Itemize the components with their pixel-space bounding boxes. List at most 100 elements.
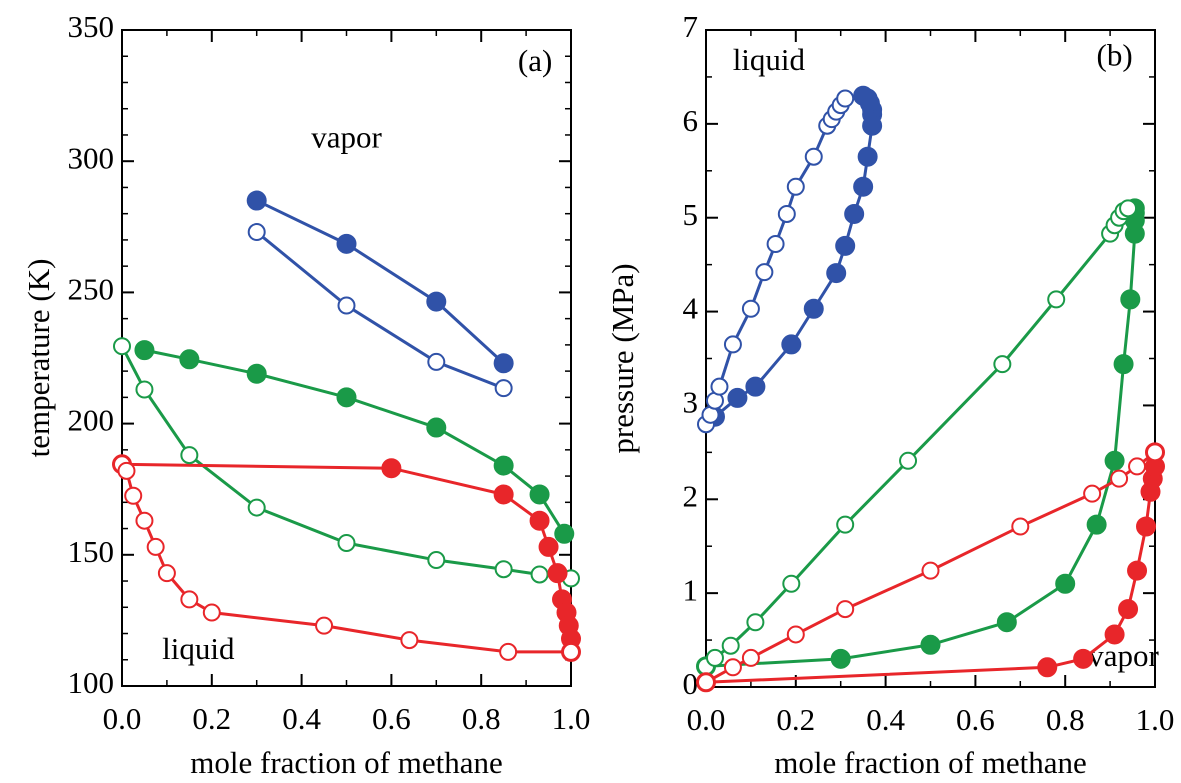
open-marker <box>1047 290 1066 309</box>
open-marker <box>1083 484 1102 503</box>
open-marker <box>530 565 549 584</box>
open-marker <box>721 636 740 655</box>
y-tick-label: 250 <box>68 272 115 307</box>
open-marker <box>117 461 136 480</box>
open-marker <box>899 451 918 470</box>
series-line <box>256 199 505 365</box>
x-tick-label: 0.2 <box>192 701 231 736</box>
x-tick-label: 0.2 <box>776 702 815 737</box>
series-line <box>714 94 874 418</box>
open-marker <box>1119 199 1138 218</box>
x-tick-label: 0.4 <box>866 702 905 737</box>
open-marker <box>1011 517 1030 536</box>
y-tick-label: 0 <box>683 666 699 701</box>
open-marker <box>562 642 580 661</box>
open-marker <box>400 631 419 650</box>
filled-marker <box>493 484 514 505</box>
filled-marker <box>134 340 155 361</box>
filled-marker <box>246 190 267 211</box>
filled-marker <box>803 298 824 319</box>
y-tick-label: 6 <box>683 103 699 138</box>
open-marker <box>135 511 154 530</box>
y-tick-label: 4 <box>683 291 699 326</box>
open-marker <box>755 263 774 282</box>
open-marker <box>315 616 334 635</box>
y-tick-label: 1 <box>683 572 699 607</box>
open-marker <box>427 551 446 570</box>
open-marker <box>782 574 801 593</box>
annotation: (b) <box>1097 37 1133 72</box>
open-marker <box>710 377 729 396</box>
x-tick-label: 0.6 <box>372 701 411 736</box>
filled-marker <box>727 387 748 408</box>
filled-marker <box>179 349 200 370</box>
x-tick-label: 0.6 <box>956 702 995 737</box>
filled-marker <box>826 263 847 284</box>
x-tick-label: 0.8 <box>1046 702 1085 737</box>
open-marker <box>723 658 742 677</box>
open-marker <box>157 564 176 583</box>
y-tick-label: 2 <box>683 478 699 513</box>
filled-marker <box>381 458 402 479</box>
filled-marker <box>426 291 447 312</box>
open-marker <box>247 498 266 517</box>
filled-marker <box>1104 450 1125 471</box>
open-marker <box>836 515 855 534</box>
filled-marker <box>1104 624 1125 645</box>
annotation: (a) <box>518 43 552 78</box>
x-tick-label: 0.8 <box>462 701 501 736</box>
open-marker <box>746 613 765 632</box>
open-marker <box>247 223 266 242</box>
y-tick-label: 200 <box>68 403 115 438</box>
x-tick-label: 0.4 <box>282 701 321 736</box>
open-marker <box>337 296 356 315</box>
open-marker <box>180 446 199 465</box>
y-tick-label: 300 <box>68 140 115 175</box>
open-marker <box>786 625 805 644</box>
open-marker <box>427 352 446 371</box>
y-tick-label: 3 <box>683 385 699 420</box>
y-tick-label: 150 <box>68 534 115 569</box>
open-marker <box>921 561 940 580</box>
open-marker <box>1110 469 1129 488</box>
x-tick-label: 0.0 <box>687 702 726 737</box>
filled-marker <box>1055 573 1076 594</box>
filled-marker <box>781 334 802 355</box>
filled-marker <box>1037 657 1058 678</box>
annotation: vapor <box>1088 638 1159 673</box>
filled-marker <box>920 634 941 655</box>
y-axis-label: pressure (MPa) <box>605 263 640 453</box>
open-marker <box>993 355 1012 374</box>
filled-marker <box>1127 560 1148 581</box>
filled-marker <box>1118 599 1139 620</box>
filled-marker <box>336 387 357 408</box>
y-tick-label: 5 <box>683 197 699 232</box>
open-marker <box>804 147 823 166</box>
y-tick-label: 350 <box>68 9 115 44</box>
y-axis-label: temperature (K) <box>21 259 56 458</box>
open-marker <box>836 89 855 108</box>
filled-marker <box>745 376 766 397</box>
x-tick-label: 1.0 <box>1136 702 1175 737</box>
filled-marker <box>529 484 550 505</box>
open-marker <box>1128 457 1147 476</box>
series-line <box>704 97 847 425</box>
filled-marker <box>1073 648 1094 669</box>
open-marker <box>494 379 513 398</box>
open-marker <box>697 673 715 692</box>
open-marker <box>146 537 165 556</box>
filled-marker <box>529 510 550 531</box>
filled-marker <box>538 536 559 557</box>
y-tick-label: 100 <box>68 665 115 700</box>
open-marker <box>337 533 356 552</box>
filled-marker <box>1136 516 1157 537</box>
filled-marker <box>1113 354 1134 375</box>
filled-marker <box>844 203 865 224</box>
open-marker <box>723 335 742 354</box>
filled-marker <box>1086 514 1107 535</box>
x-tick-label: 0.0 <box>103 701 142 736</box>
filled-marker <box>853 85 874 106</box>
filled-marker <box>493 455 514 476</box>
annotation: vapor <box>311 119 382 154</box>
open-marker <box>705 648 724 667</box>
